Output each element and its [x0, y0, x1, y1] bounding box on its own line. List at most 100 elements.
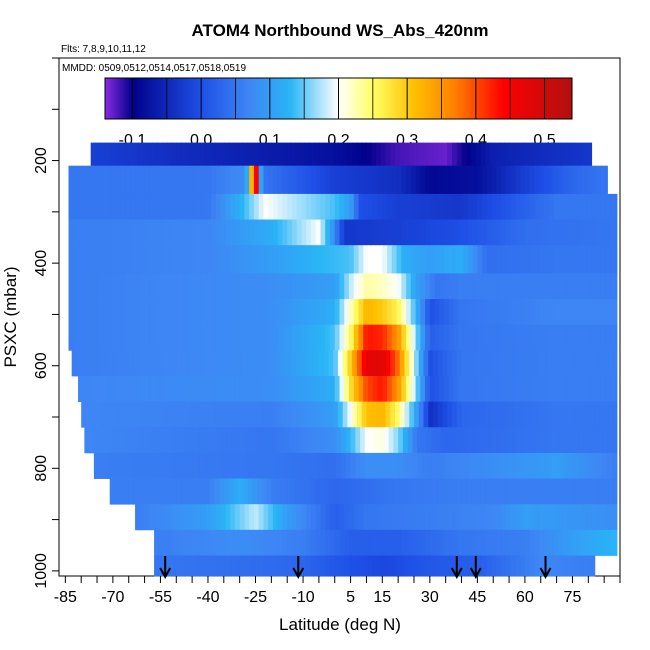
heatmap-cell	[139, 273, 146, 300]
heatmap-cell	[291, 193, 298, 220]
heatmap-cell	[301, 165, 307, 195]
heatmap-cell	[586, 504, 593, 531]
heatmap-cell	[144, 219, 150, 246]
heatmap-cell	[339, 529, 345, 556]
heatmap-cell	[174, 427, 181, 454]
heatmap-cell	[478, 427, 485, 454]
heatmap-cell	[82, 219, 89, 246]
heatmap-cell	[404, 142, 410, 167]
heatmap-cell	[272, 193, 279, 220]
heatmap-cell	[364, 452, 371, 479]
heatmap-cell	[344, 273, 350, 300]
heatmap-cell	[68, 219, 74, 246]
heatmap-cell	[523, 478, 529, 505]
heatmap-cell	[458, 219, 464, 246]
heatmap-cell	[116, 193, 122, 220]
heatmap-cell	[200, 350, 206, 377]
heatmap-cell	[101, 193, 108, 220]
heatmap-cell	[239, 555, 246, 577]
heatmap-cell	[95, 401, 101, 428]
heatmap-cell	[390, 350, 396, 377]
heatmap-cell	[315, 219, 322, 246]
heatmap-cell	[502, 452, 509, 479]
heatmap-cell	[325, 375, 331, 403]
heatmap-cell	[558, 375, 564, 403]
heatmap-cell	[399, 142, 406, 167]
heatmap-cell	[516, 427, 523, 454]
heatmap-cell	[111, 273, 117, 300]
heatmap-cell	[537, 142, 543, 167]
heatmap-cell	[249, 193, 255, 220]
heatmap-cell	[277, 273, 284, 300]
heatmap-cell	[123, 401, 130, 428]
heatmap-cell	[471, 142, 477, 167]
heatmap-cell	[444, 193, 450, 220]
heatmap-cell	[597, 452, 604, 479]
heatmap-cell	[496, 165, 502, 195]
heatmap-cell	[82, 193, 89, 220]
heatmap-cell	[220, 299, 226, 326]
heatmap-cell	[144, 245, 150, 274]
heatmap-cell	[437, 142, 444, 167]
heatmap-cell	[182, 219, 188, 246]
heatmap-cell	[158, 529, 165, 556]
heatmap-cell	[596, 245, 602, 274]
heatmap-cell	[350, 427, 356, 454]
heatmap-cell	[452, 142, 458, 167]
heatmap-cell	[196, 193, 203, 220]
heatmap-cell	[515, 504, 521, 531]
heatmap-cell	[249, 165, 255, 195]
heatmap-cell	[234, 245, 241, 274]
heatmap-cell	[369, 427, 375, 454]
heatmap-cell	[596, 273, 602, 300]
heatmap-cell	[613, 478, 618, 505]
heatmap-cell	[231, 427, 238, 454]
heatmap-cell	[532, 478, 539, 505]
heatmap-cell	[398, 427, 404, 454]
heatmap-cell	[261, 401, 268, 428]
x-tick-label: -70	[101, 589, 124, 606]
heatmap-cell	[523, 350, 529, 377]
heatmap-cell	[185, 401, 192, 428]
heatmap-cell	[420, 165, 426, 195]
heatmap-cell	[163, 375, 169, 403]
heatmap-cell	[505, 324, 512, 351]
heatmap-cell	[425, 273, 431, 300]
heatmap-cell	[377, 529, 383, 556]
heatmap-cell	[154, 219, 160, 246]
heatmap-cell	[363, 219, 369, 246]
heatmap-cell	[206, 245, 212, 274]
heatmap-cell	[125, 219, 131, 246]
heatmap-cell	[166, 142, 173, 167]
heatmap-cell	[225, 375, 231, 403]
heatmap-cell	[149, 324, 155, 351]
heatmap-cell	[214, 142, 220, 167]
heatmap-cell	[187, 245, 193, 274]
heatmap-cell	[604, 401, 610, 428]
heatmap-cell	[135, 193, 141, 220]
heatmap-cell	[87, 219, 93, 246]
heatmap-cell	[448, 555, 455, 577]
heatmap-cell	[323, 478, 329, 505]
heatmap-cell	[215, 193, 222, 220]
heatmap-cell	[331, 427, 337, 454]
heatmap-cell	[201, 299, 207, 326]
heatmap-cell	[219, 350, 225, 377]
heatmap-cell	[562, 375, 569, 403]
heatmap-cell	[513, 478, 520, 505]
heatmap-cell	[253, 245, 260, 274]
heatmap-cell	[201, 193, 207, 220]
heatmap-cell	[393, 427, 399, 454]
heatmap-cell	[253, 375, 260, 403]
heatmap-cell	[196, 165, 203, 195]
heatmap-cell	[485, 350, 491, 377]
heatmap-cell	[547, 478, 553, 505]
heatmap-cell	[109, 350, 116, 377]
heatmap-cell	[320, 165, 326, 195]
heatmap-cell	[244, 299, 250, 326]
heatmap-cell	[111, 193, 117, 220]
heatmap-cell	[361, 142, 368, 167]
heatmap-cell	[361, 478, 368, 505]
heatmap-cell	[358, 165, 364, 195]
heatmap-cell	[505, 529, 512, 556]
